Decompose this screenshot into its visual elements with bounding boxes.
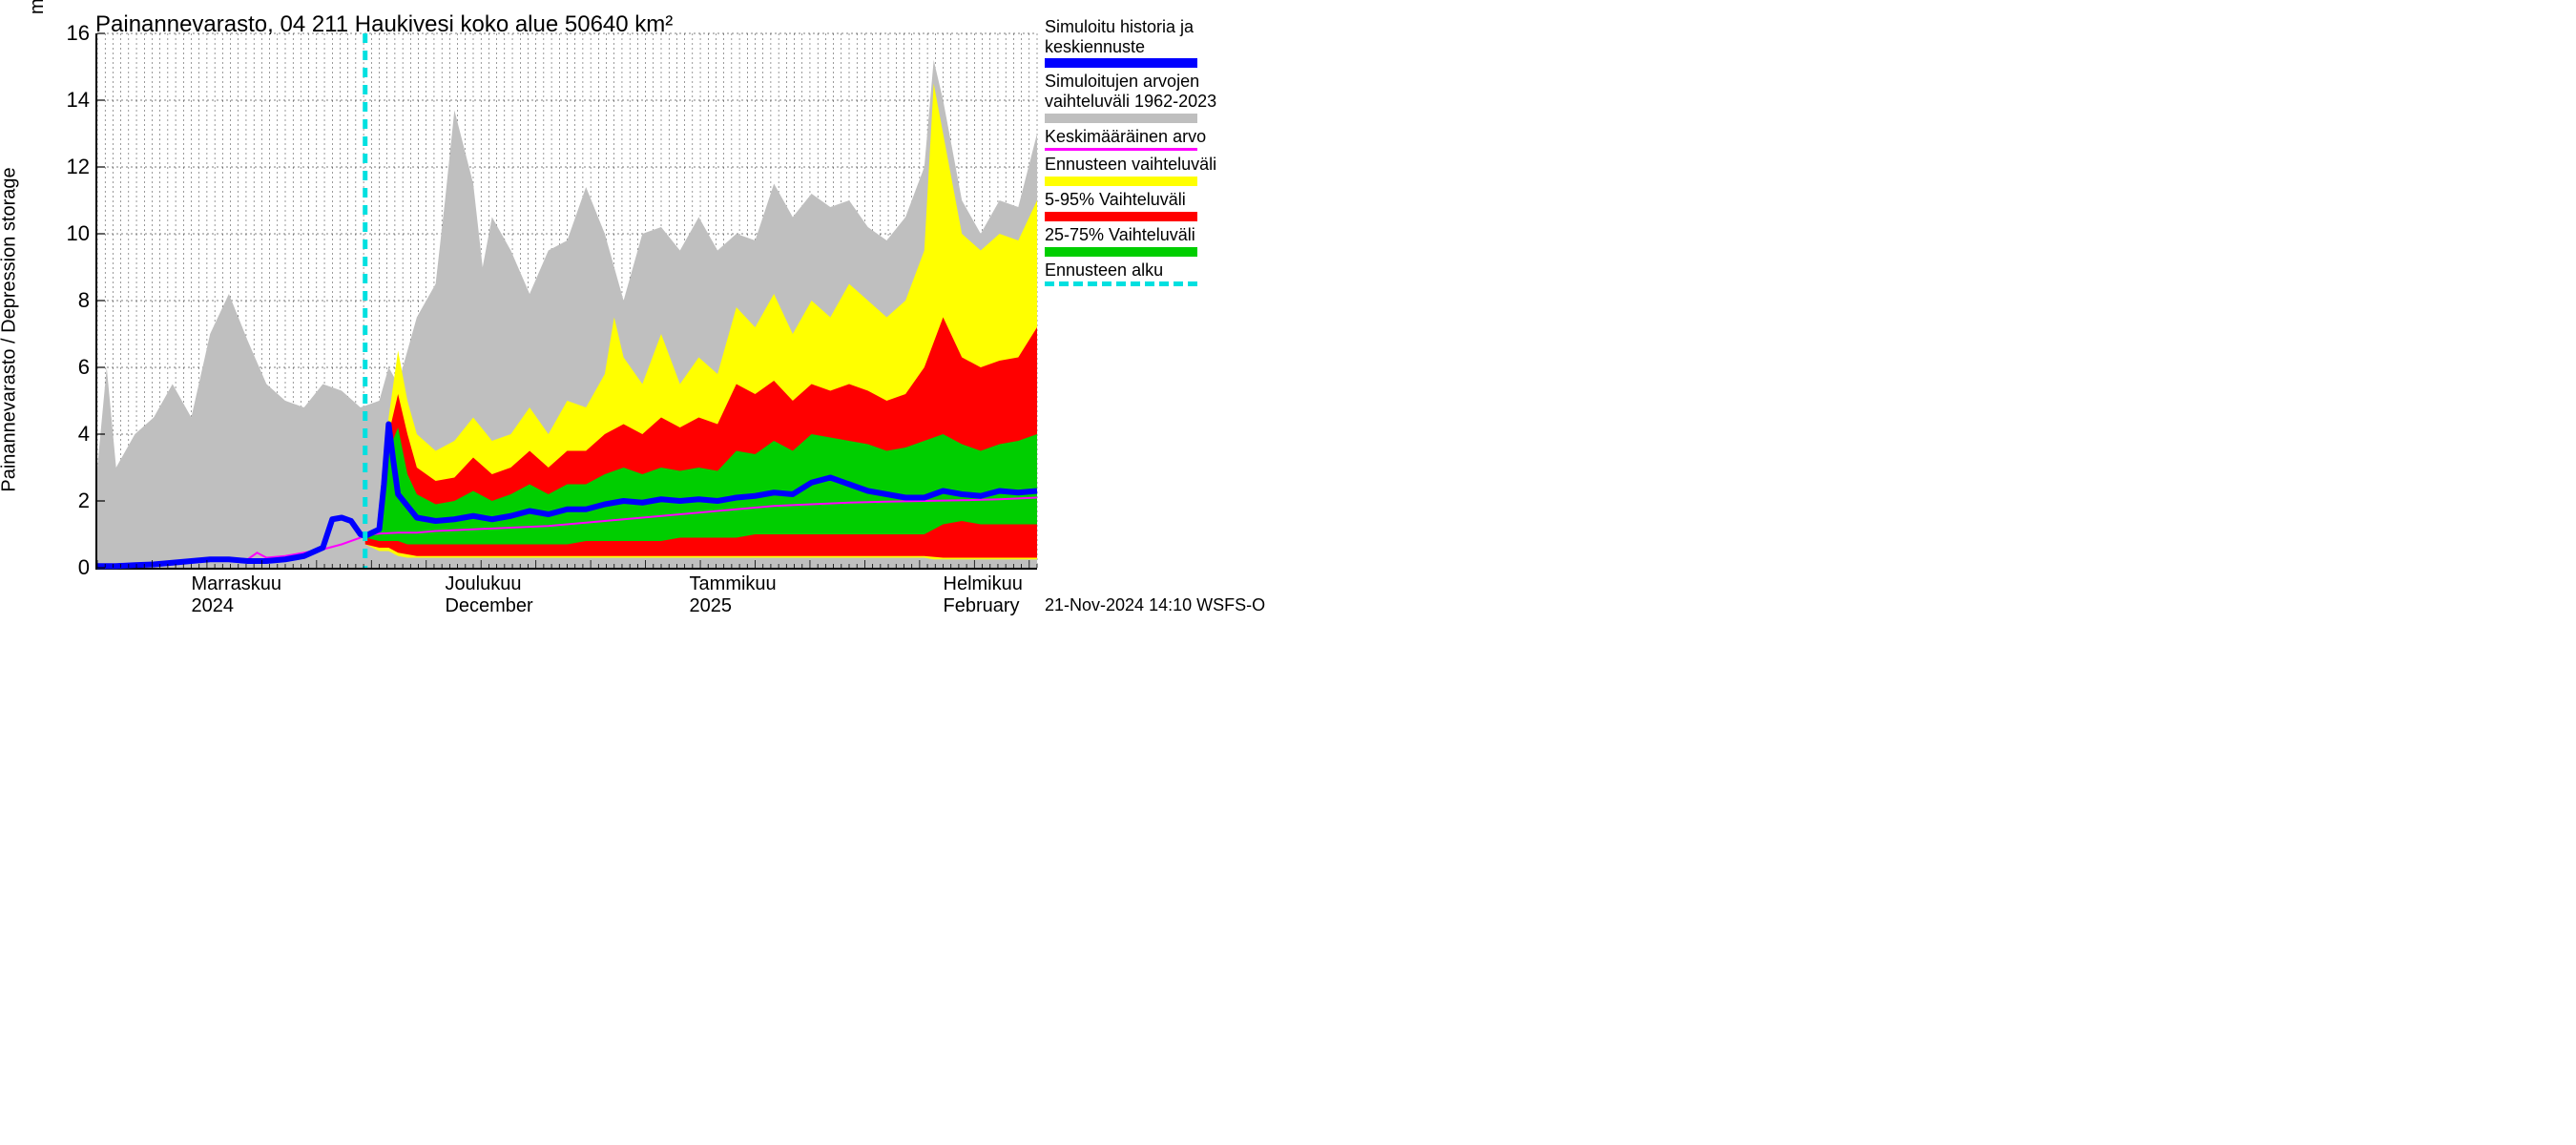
legend-text: Ennusteen alku <box>1045 260 1426 281</box>
y-axis-unit: mm <box>27 0 49 14</box>
legend-swatch <box>1045 114 1197 123</box>
y-tick-label: 6 <box>78 355 90 380</box>
plot-svg <box>97 33 1037 568</box>
legend-text: 25-75% Vaihteluväli <box>1045 225 1426 245</box>
x-tick-label: JoulukuuDecember <box>445 573 532 617</box>
y-tick-label: 0 <box>78 555 90 580</box>
legend-text: Simuloitujen arvojenvaihteluväli 1962-20… <box>1045 72 1426 111</box>
legend-text: Keskimääräinen arvo <box>1045 127 1426 147</box>
x-tick-label: HelmikuuFebruary <box>944 573 1023 617</box>
legend: Simuloitu historia jakeskiennuste Simuloi… <box>1045 17 1426 290</box>
legend-swatch <box>1045 148 1197 151</box>
plot-area: 0246810121416Marraskuu2024JoulukuuDecemb… <box>95 33 1037 570</box>
legend-swatch <box>1045 281 1197 286</box>
legend-item: 5-95% Vaihteluväli <box>1045 190 1426 221</box>
x-tick-label: Marraskuu2024 <box>192 573 281 617</box>
x-tick-label: Tammikuu2025 <box>690 573 777 617</box>
legend-item: 25-75% Vaihteluväli <box>1045 225 1426 257</box>
legend-text: Ennusteen vaihteluväli <box>1045 155 1426 175</box>
legend-text: 5-95% Vaihteluväli <box>1045 190 1426 210</box>
y-tick-label: 12 <box>67 155 90 179</box>
chart-container: Painannevarasto / Depression storage mm … <box>0 0 1431 636</box>
legend-item: Simuloitujen arvojenvaihteluväli 1962-20… <box>1045 72 1426 122</box>
legend-item: Simuloitu historia jakeskiennuste <box>1045 17 1426 68</box>
y-tick-label: 8 <box>78 288 90 313</box>
legend-item: Ennusteen vaihteluväli <box>1045 155 1426 186</box>
legend-swatch <box>1045 212 1197 221</box>
legend-text: Simuloitu historia jakeskiennuste <box>1045 17 1426 56</box>
y-tick-label: 16 <box>67 21 90 46</box>
legend-swatch <box>1045 247 1197 257</box>
legend-swatch <box>1045 58 1197 68</box>
y-axis-label: Painannevarasto / Depression storage <box>0 167 21 491</box>
y-tick-label: 14 <box>67 88 90 113</box>
footer-timestamp: 21-Nov-2024 14:10 WSFS-O <box>1045 595 1265 615</box>
legend-item: Ennusteen alku <box>1045 260 1426 287</box>
y-tick-label: 4 <box>78 422 90 447</box>
legend-item: Keskimääräinen arvo <box>1045 127 1426 152</box>
legend-swatch <box>1045 177 1197 186</box>
y-tick-label: 2 <box>78 489 90 513</box>
y-tick-label: 10 <box>67 221 90 246</box>
